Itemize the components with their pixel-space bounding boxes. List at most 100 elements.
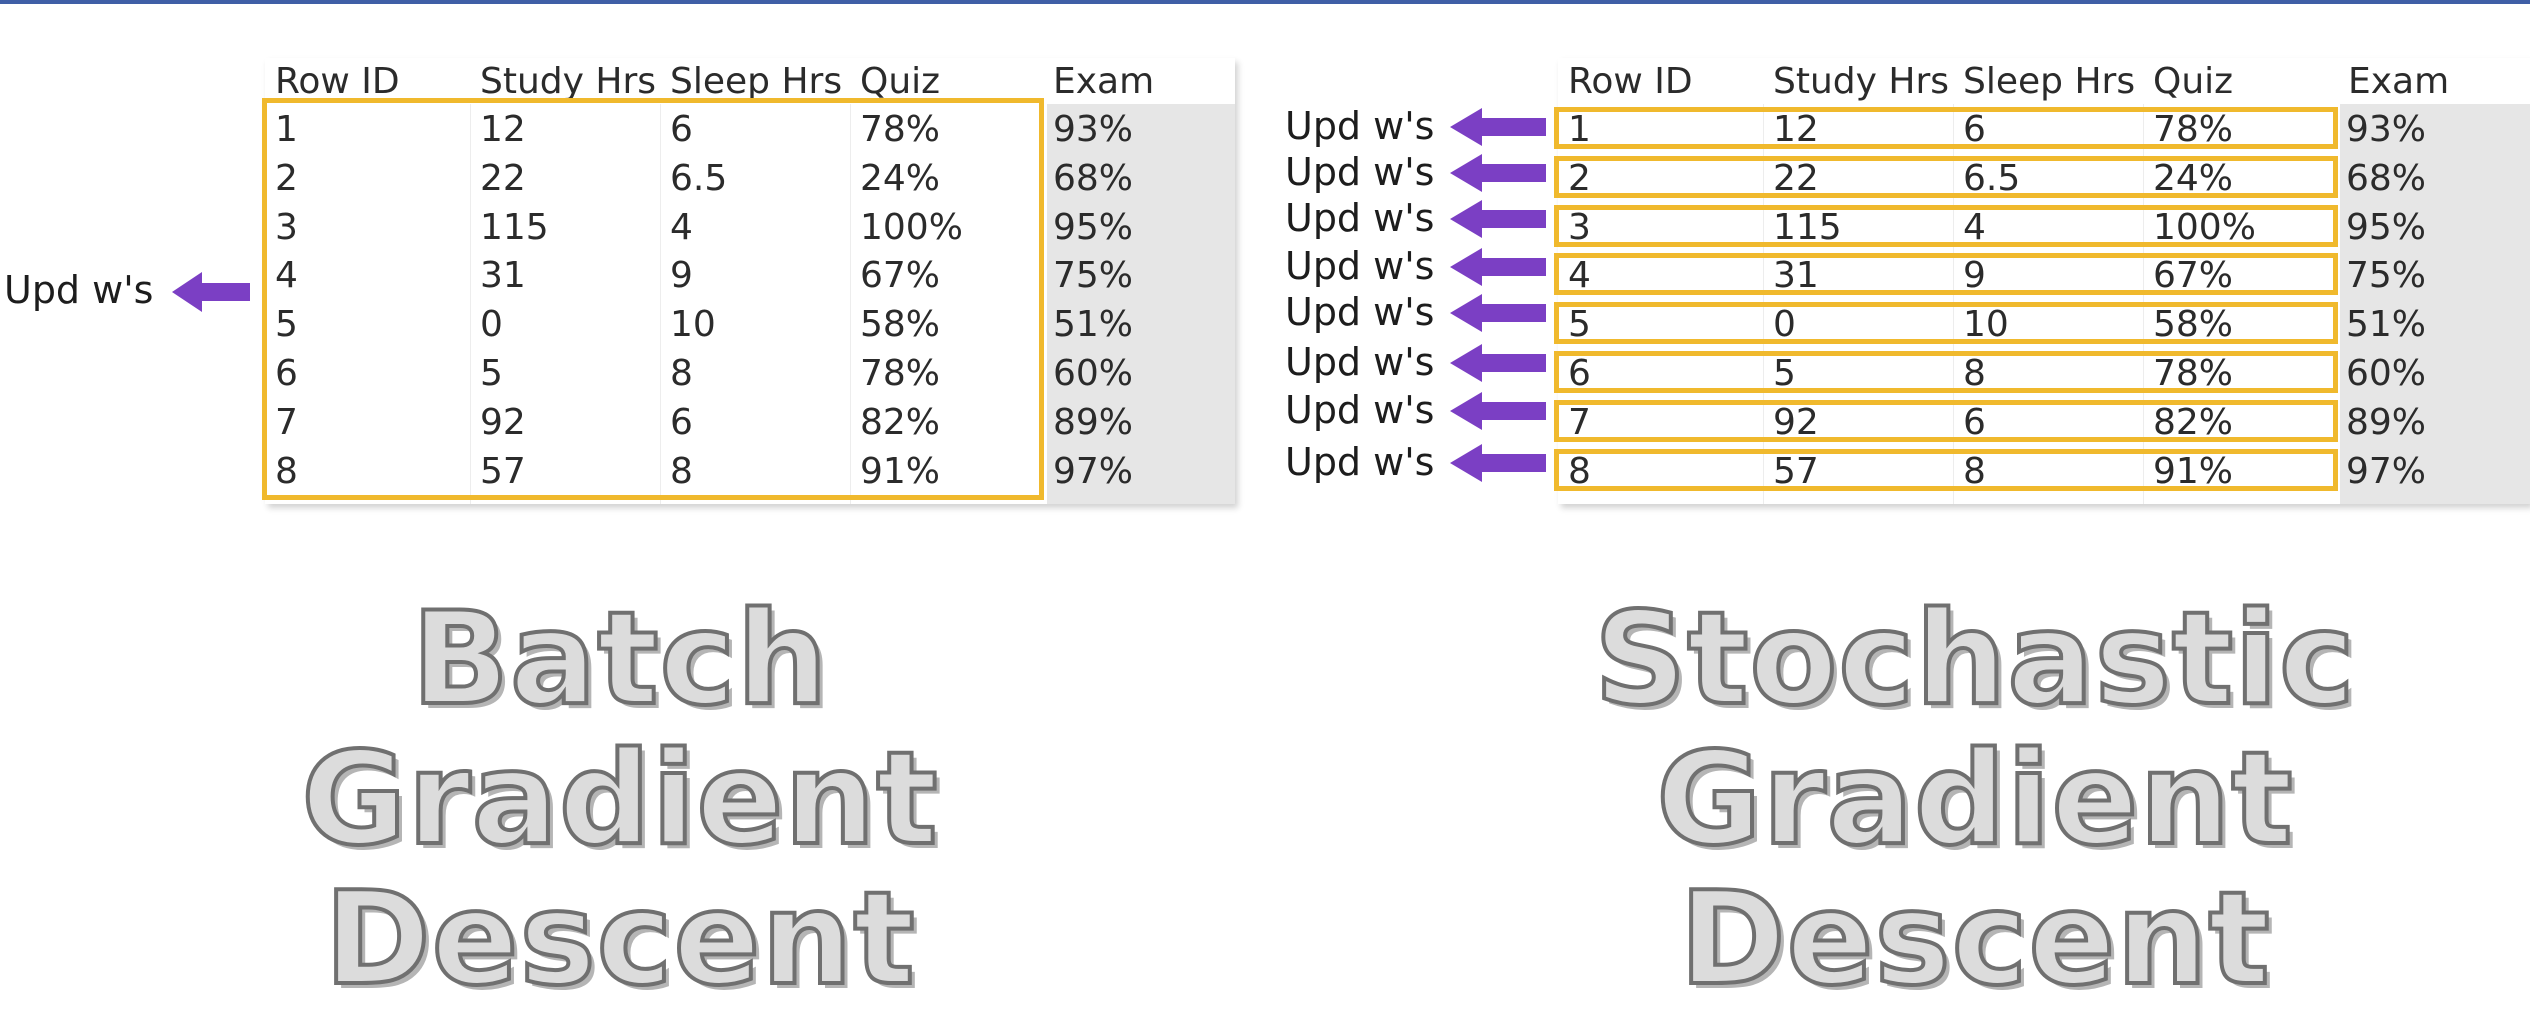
cell-study-hrs: 12 — [1773, 109, 1819, 150]
cell-sleep-hrs: 10 — [1963, 304, 2009, 345]
cell-sleep-hrs: 6.5 — [670, 158, 728, 199]
cell-quiz: 58% — [2153, 304, 2234, 345]
cell-exam: 51% — [2346, 304, 2427, 345]
cell-study-hrs: 5 — [1773, 353, 1796, 394]
stochastic-panel: Row ID Study Hrs Sleep Hrs Quiz Exam 1 1… — [1265, 0, 2530, 1018]
cell-study-hrs: 31 — [1773, 255, 1819, 296]
table-header: Row ID Study Hrs Sleep Hrs Quiz Exam — [1558, 58, 2530, 104]
cell-study-hrs: 115 — [480, 207, 549, 248]
update-weights-label: Upd w's — [1285, 440, 1435, 484]
batch-highlight-box — [262, 98, 1044, 500]
cell-sleep-hrs: 4 — [1963, 207, 1986, 248]
row-highlight-box — [1554, 205, 2338, 247]
column-header: Study Hrs — [480, 61, 657, 102]
column-header: Study Hrs — [1773, 61, 1950, 102]
cell-quiz: 91% — [2153, 451, 2234, 492]
cell-quiz: 82% — [860, 402, 941, 443]
cell-row-id: 4 — [275, 255, 298, 296]
column-header: Quiz — [2153, 61, 2234, 102]
cell-row-id: 1 — [1568, 109, 1591, 150]
cell-quiz: 78% — [2153, 353, 2234, 394]
left-arrow-icon — [1450, 392, 1546, 430]
cell-sleep-hrs: 4 — [670, 207, 693, 248]
cell-study-hrs: 5 — [480, 353, 503, 394]
cell-exam: 97% — [1053, 451, 1134, 492]
update-weights-label: Upd w's — [1285, 340, 1435, 384]
top-accent-bar — [0, 0, 2530, 4]
cell-sleep-hrs: 6 — [670, 109, 693, 150]
batch-data-table: Row ID Study Hrs Sleep Hrs Quiz Exam 1 1… — [262, 58, 1235, 504]
cell-study-hrs: 12 — [480, 109, 526, 150]
column-header: Sleep Hrs — [1963, 61, 2136, 102]
cell-row-id: 7 — [275, 402, 298, 443]
cell-quiz: 82% — [2153, 402, 2234, 443]
cell-exam: 75% — [1053, 255, 1134, 296]
batch-panel: Row ID Study Hrs Sleep Hrs Quiz Exam 1 1… — [4, 58, 1235, 1012]
cell-exam: 89% — [2346, 402, 2427, 443]
cell-exam: 97% — [2346, 451, 2427, 492]
cell-row-id: 3 — [275, 207, 298, 248]
cell-study-hrs: 0 — [480, 304, 503, 345]
row-highlight-box — [1554, 302, 2338, 344]
cell-exam: 68% — [1053, 158, 1134, 199]
update-weights-label: Upd w's — [4, 268, 154, 312]
update-weights-label: Upd w's — [1285, 104, 1435, 148]
cell-exam: 68% — [2346, 158, 2427, 199]
cell-sleep-hrs: 6.5 — [1963, 158, 2021, 199]
row-highlight-box — [1554, 400, 2338, 442]
row-highlight-box — [1554, 253, 2338, 295]
table-rows: 1 12 6 78% 93% 2 22 6.5 24% 68% 3 115 4 … — [265, 58, 1235, 504]
cell-sleep-hrs: 8 — [1963, 353, 1986, 394]
cell-quiz: 100% — [860, 207, 963, 248]
cell-study-hrs: 0 — [1773, 304, 1796, 345]
cell-row-id: 5 — [275, 304, 298, 345]
cell-sleep-hrs: 6 — [670, 402, 693, 443]
cell-quiz: 78% — [860, 109, 941, 150]
cell-study-hrs: 115 — [1773, 207, 1842, 248]
cell-row-id: 5 — [1568, 304, 1591, 345]
stochastic-data-table: Row ID Study Hrs Sleep Hrs Quiz Exam 1 1… — [1554, 58, 2530, 504]
cell-exam: 95% — [1053, 207, 1134, 248]
cell-study-hrs: 57 — [480, 451, 526, 492]
cell-quiz: 67% — [860, 255, 941, 296]
cell-study-hrs: 31 — [480, 255, 526, 296]
cell-exam: 60% — [1053, 353, 1134, 394]
cell-quiz: 100% — [2153, 207, 2256, 248]
update-weights-label: Upd w's — [1285, 150, 1435, 194]
update-weights-label: Upd w's — [1285, 388, 1435, 432]
cell-sleep-hrs: 6 — [1963, 402, 1986, 443]
column-header: Quiz — [860, 61, 941, 102]
column-header: Row ID — [275, 61, 400, 102]
cell-row-id: 8 — [275, 451, 298, 492]
cell-row-id: 8 — [1568, 451, 1591, 492]
row-highlight-box — [1554, 351, 2338, 393]
cell-study-hrs: 92 — [480, 402, 526, 443]
cell-quiz: 24% — [860, 158, 941, 199]
update-weights-label: Upd w's — [1285, 196, 1435, 240]
row-highlight-box — [1554, 156, 2338, 198]
cell-row-id: 2 — [1568, 158, 1591, 199]
cell-study-hrs: 22 — [480, 158, 526, 199]
cell-study-hrs: 57 — [1773, 451, 1819, 492]
cell-sleep-hrs: 10 — [670, 304, 716, 345]
left-arrow-icon — [1450, 248, 1546, 286]
table-header: Row ID Study Hrs Sleep Hrs Quiz Exam — [265, 58, 1235, 104]
cell-study-hrs: 92 — [1773, 402, 1819, 443]
column-header: Sleep Hrs — [670, 61, 843, 102]
cell-row-id: 1 — [275, 109, 298, 150]
cell-exam: 75% — [2346, 255, 2427, 296]
cell-quiz: 91% — [860, 451, 941, 492]
table-rows: 1 12 6 78% 93% 2 22 6.5 24% 68% 3 115 4 … — [1558, 58, 2530, 504]
column-header: Row ID — [1568, 61, 1693, 102]
cell-row-id: 3 — [1568, 207, 1591, 248]
stochastic-title: Stochastic Gradient Descent — [1592, 585, 2357, 1014]
cell-row-id: 2 — [275, 158, 298, 199]
cell-quiz: 78% — [860, 353, 941, 394]
left-arrow-icon — [172, 272, 250, 312]
cell-quiz: 67% — [2153, 255, 2234, 296]
cell-exam: 95% — [2346, 207, 2427, 248]
update-weights-label: Upd w's — [1285, 290, 1435, 334]
cell-exam: 60% — [2346, 353, 2427, 394]
left-arrow-icon — [1450, 294, 1546, 332]
cell-exam: 93% — [1053, 109, 1134, 150]
